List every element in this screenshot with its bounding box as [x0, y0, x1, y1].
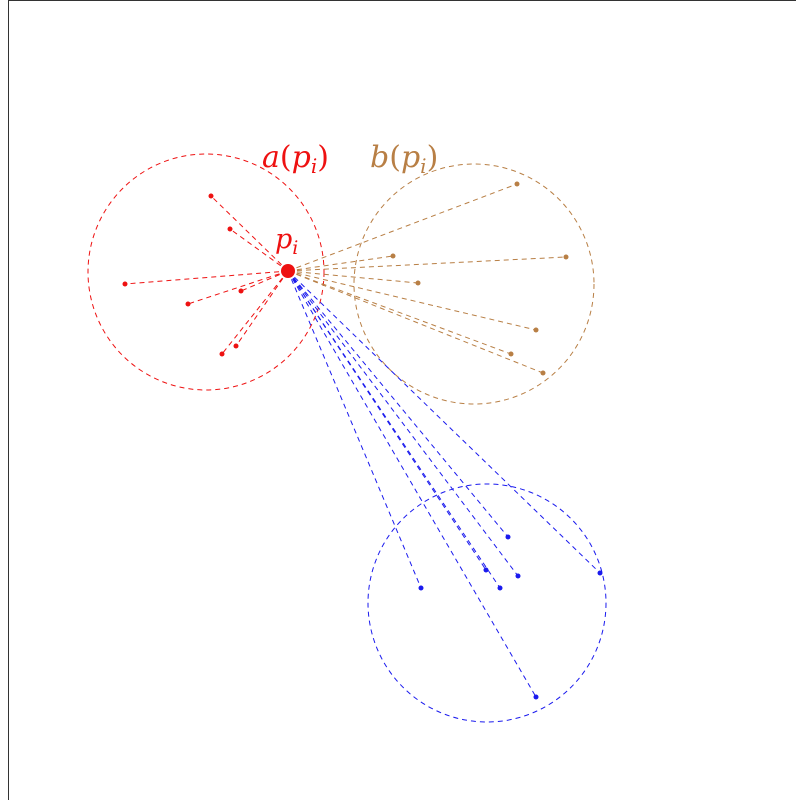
other-cluster-line	[287, 270, 509, 538]
neighbor-cluster-point	[390, 253, 396, 259]
other-cluster-line	[287, 270, 537, 698]
own-cluster-line	[229, 228, 289, 272]
neighbor-cluster-line	[287, 270, 544, 374]
a-label: a(pi)	[262, 140, 329, 178]
other-cluster-circle	[367, 483, 607, 723]
neighbor-cluster-circle	[353, 163, 595, 405]
own-cluster-line	[187, 270, 289, 305]
other-cluster-line	[287, 270, 519, 577]
own-cluster-line	[124, 270, 289, 285]
other-cluster-point	[483, 567, 489, 573]
neighbor-cluster-line	[287, 256, 567, 272]
own-cluster-line	[221, 270, 289, 355]
other-cluster-lines	[287, 270, 601, 698]
focal-point-label: pi	[275, 224, 298, 259]
own-cluster-point	[208, 193, 214, 199]
neighbor-cluster-points	[390, 181, 569, 376]
focal-point	[281, 264, 295, 278]
own-cluster-point	[185, 301, 191, 307]
own-cluster-line	[235, 270, 289, 347]
neighbor-cluster-line	[287, 183, 518, 272]
other-cluster-line	[287, 270, 487, 571]
neighbor-cluster-line	[287, 255, 394, 272]
b-label: b(pi)	[370, 140, 438, 178]
other-cluster-point	[418, 585, 424, 591]
other-cluster-point	[597, 570, 603, 576]
neighbor-cluster-point	[533, 327, 539, 333]
neighbor-cluster-line	[287, 270, 512, 355]
other-cluster-line	[287, 270, 501, 589]
neighbor-cluster-line	[287, 270, 537, 331]
other-cluster-point	[497, 585, 503, 591]
own-cluster-circle	[87, 153, 325, 391]
own-cluster-point	[238, 288, 244, 294]
diagram-frame	[8, 0, 796, 800]
other-cluster-point	[533, 694, 539, 700]
own-cluster-point	[227, 226, 233, 232]
own-cluster-point	[219, 351, 225, 357]
neighbor-cluster-point	[514, 181, 520, 187]
neighbor-cluster-point	[563, 254, 569, 260]
neighbor-cluster-line	[287, 270, 419, 284]
other-cluster-line	[287, 270, 422, 589]
neighbor-cluster-lines	[287, 183, 567, 374]
own-cluster-point	[122, 281, 128, 287]
own-cluster-point	[233, 343, 239, 349]
neighbor-cluster-point	[540, 370, 546, 376]
other-cluster-line	[287, 270, 601, 574]
other-cluster-point	[515, 573, 521, 579]
neighbor-cluster-point	[415, 280, 421, 286]
neighbor-cluster-point	[508, 351, 514, 357]
own-cluster-points	[122, 193, 244, 357]
other-cluster-point	[505, 534, 511, 540]
own-cluster-lines	[124, 195, 289, 355]
other-cluster-points	[418, 534, 603, 700]
